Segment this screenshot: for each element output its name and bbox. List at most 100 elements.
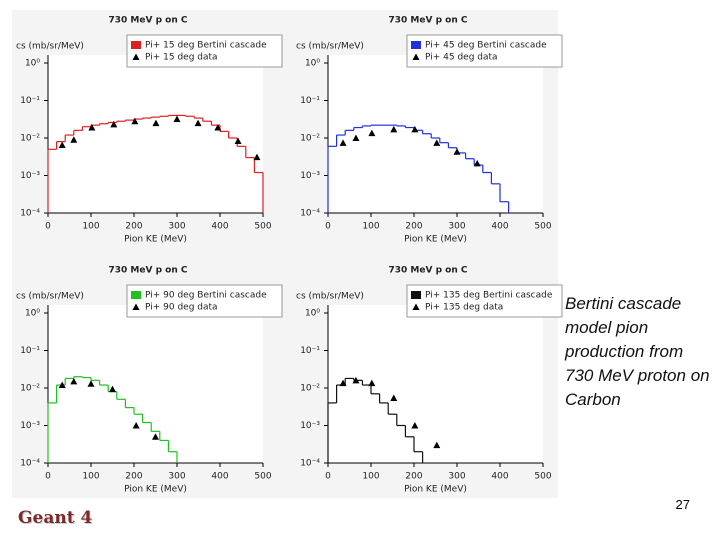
chart: 730 MeV p on C cs (mb/sr/MeV) Pion KE (MeV… xyxy=(296,266,563,495)
legend-marker xyxy=(412,303,420,310)
y-tick-label: 10⁻⁴ xyxy=(20,209,40,219)
x-tick-label: 0 xyxy=(325,472,331,482)
legend-swatch xyxy=(411,291,421,299)
x-tick-label: 500 xyxy=(254,222,271,232)
y-tick-label: 10⁻² xyxy=(20,134,40,144)
data-point xyxy=(433,139,441,146)
chart: 730 MeV p on C cs (mb/sr/MeV) Pion KE (MeV… xyxy=(16,266,283,495)
y-axis-label: cs (mb/sr/MeV) xyxy=(16,42,84,52)
x-axis-label: Pion KE (MeV) xyxy=(124,485,187,495)
data-point xyxy=(88,124,96,131)
x-axis-label: Pion KE (MeV) xyxy=(124,235,187,245)
x-tick-label: 500 xyxy=(534,472,551,482)
y-tick-label: 10⁻¹ xyxy=(20,96,40,106)
data-point xyxy=(253,153,261,161)
data-point xyxy=(109,385,116,393)
data-point xyxy=(87,380,95,387)
legend-swatch xyxy=(411,41,421,49)
chart-title: 730 MeV p on C xyxy=(109,16,188,26)
x-tick-label: 100 xyxy=(362,472,379,482)
legend-box xyxy=(406,284,563,318)
data-point xyxy=(390,125,398,133)
x-tick-label: 400 xyxy=(211,472,228,482)
y-tick-label: 10⁰ xyxy=(305,59,320,69)
logo: Geant 4 xyxy=(18,508,93,528)
data-point xyxy=(368,379,376,387)
data-point xyxy=(352,134,360,141)
legend-label: Pi+ 15 deg data xyxy=(145,53,218,63)
x-tick-label: 100 xyxy=(82,472,99,482)
legend-label: Pi+ 90 deg data xyxy=(145,303,218,313)
data-point xyxy=(411,125,419,133)
legend-label: Pi+ 135 deg Bertini cascade xyxy=(425,291,553,301)
data-point xyxy=(58,141,66,149)
y-tick-label: 10⁻⁴ xyxy=(300,459,320,469)
legend-swatch xyxy=(131,41,141,49)
data-point xyxy=(58,381,66,389)
plot-background xyxy=(48,55,263,213)
plot-background xyxy=(328,305,543,463)
y-tick-label: 10⁻¹ xyxy=(20,346,40,356)
legend-marker xyxy=(132,303,140,310)
plot-background xyxy=(328,55,543,213)
y-tick-label: 10⁻² xyxy=(300,384,320,394)
data-point xyxy=(352,376,360,384)
legend-marker xyxy=(412,53,420,60)
y-tick-label: 10⁻³ xyxy=(20,421,40,431)
x-tick-label: 200 xyxy=(405,222,422,232)
x-tick-label: 500 xyxy=(254,472,271,482)
x-tick-label: 300 xyxy=(168,472,185,482)
y-axis-label: cs (mb/sr/MeV) xyxy=(296,292,364,302)
legend-box xyxy=(126,284,283,318)
data-point xyxy=(390,394,398,402)
y-axis-label: cs (mb/sr/MeV) xyxy=(16,292,84,302)
x-tick-label: 400 xyxy=(491,222,508,232)
data-point xyxy=(234,137,242,145)
data-point xyxy=(152,433,159,440)
x-tick-label: 300 xyxy=(448,222,465,232)
y-tick-label: 10⁻² xyxy=(20,384,40,394)
x-tick-label: 100 xyxy=(362,222,379,232)
legend-swatch xyxy=(131,291,141,299)
x-axis-label: Pion KE (MeV) xyxy=(404,485,467,495)
x-tick-label: 200 xyxy=(125,222,142,232)
legend-marker xyxy=(132,53,140,60)
x-tick-label: 500 xyxy=(534,222,551,232)
data-point xyxy=(473,159,481,167)
data-point xyxy=(339,379,347,387)
x-tick-label: 200 xyxy=(125,472,142,482)
x-tick-label: 0 xyxy=(325,222,331,232)
chart: 730 MeV p on C cs (mb/sr/MeV) Pion KE (MeV… xyxy=(16,16,283,245)
y-tick-label: 10⁻³ xyxy=(20,171,40,181)
x-axis-label: Pion KE (MeV) xyxy=(404,235,467,245)
y-tick-label: 10⁻¹ xyxy=(300,96,320,106)
x-tick-label: 300 xyxy=(448,472,465,482)
data-point xyxy=(110,120,118,128)
chart-title: 730 MeV p on C xyxy=(109,266,188,276)
chart-panel: 730 MeV p on C cs (mb/sr/MeV) Pion KE (MeV… xyxy=(12,10,563,498)
data-point xyxy=(339,139,347,146)
data-point xyxy=(132,422,140,429)
legend-label: Pi+ 45 deg data xyxy=(425,53,498,63)
y-axis-label: cs (mb/sr/MeV) xyxy=(296,42,364,52)
x-tick-label: 400 xyxy=(211,222,228,232)
chart-title: 730 MeV p on C xyxy=(389,16,468,26)
data-point xyxy=(131,117,139,125)
y-tick-label: 10⁰ xyxy=(305,309,320,319)
x-tick-label: 100 xyxy=(82,222,99,232)
y-tick-label: 10⁻² xyxy=(300,134,320,144)
chart-title: 730 MeV p on C xyxy=(389,266,468,276)
y-tick-label: 10⁻⁴ xyxy=(300,209,320,219)
chart: 730 MeV p on C cs (mb/sr/MeV) Pion KE (MeV… xyxy=(296,16,563,245)
data-point xyxy=(70,377,78,385)
legend-label: Pi+ 45 deg Bertini cascade xyxy=(425,41,547,51)
legend-box xyxy=(406,34,563,68)
data-point xyxy=(152,119,160,127)
data-point xyxy=(214,124,222,131)
x-tick-label: 400 xyxy=(491,472,508,482)
legend-label: Pi+ 135 deg data xyxy=(425,303,503,313)
y-tick-label: 10⁰ xyxy=(25,309,40,319)
y-tick-label: 10⁻¹ xyxy=(300,346,320,356)
legend-box xyxy=(126,34,283,68)
x-tick-label: 300 xyxy=(168,222,185,232)
